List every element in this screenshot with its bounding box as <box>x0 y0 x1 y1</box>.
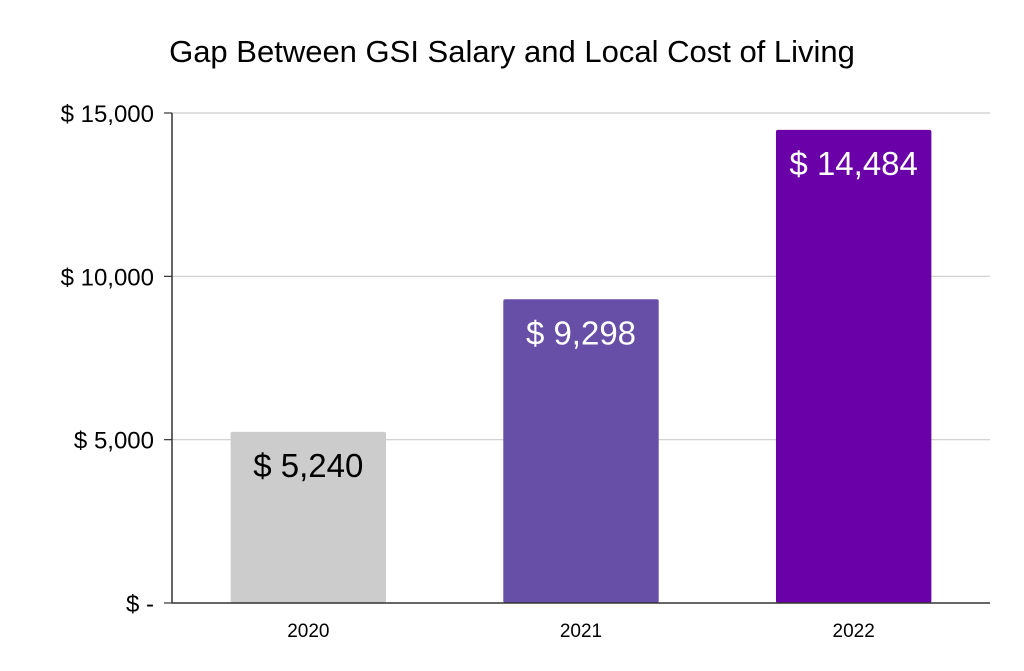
bar-2021 <box>503 299 659 603</box>
y-tick-label: $ 5,000 <box>74 428 154 455</box>
chart-title: Gap Between GSI Salary and Local Cost of… <box>169 34 855 69</box>
data-label-2021: $ 9,298 <box>526 314 636 351</box>
y-tick-label: $ 15,000 <box>61 101 154 128</box>
x-tick-label: 2020 <box>287 621 329 642</box>
x-tick-label: 2022 <box>833 621 875 642</box>
y-tick-label: $ - <box>126 591 154 618</box>
data-label-2020: $ 5,240 <box>253 447 363 484</box>
y-tick-label: $ 10,000 <box>61 264 154 291</box>
bar-2020 <box>230 431 387 603</box>
data-label-2022: $ 14,484 <box>789 145 917 182</box>
bar-2022 <box>775 129 932 603</box>
x-tick-label: 2021 <box>560 621 602 642</box>
